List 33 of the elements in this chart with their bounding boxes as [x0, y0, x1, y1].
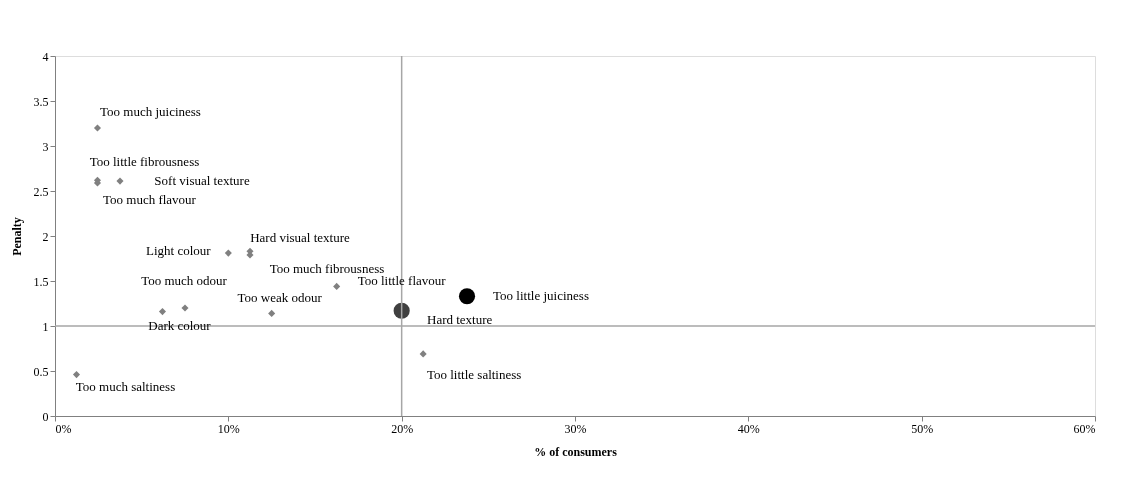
y-axis-title: Penalty	[9, 217, 24, 256]
y-tick-label: 1.5	[33, 274, 49, 289]
annotation: Too little fibrousness	[89, 154, 200, 170]
y-tick-label: 0.5	[33, 364, 49, 379]
annotation: Soft visual texture	[154, 173, 250, 189]
x-tick-label: 10%	[217, 421, 240, 436]
annotation: Dark colour	[148, 317, 212, 333]
y-tick-label: 2	[42, 229, 49, 244]
annotation: Hard texture	[426, 311, 493, 327]
y-tick-label: 0	[42, 409, 49, 424]
x-tick-label: 50%	[911, 421, 934, 436]
annotation: Hard visual texture	[250, 230, 351, 246]
annotation: Light colour	[146, 243, 212, 259]
x-tick-label: 60%	[1073, 421, 1096, 436]
x-tick-label: 20%	[391, 421, 414, 436]
x-tick-label: 30%	[564, 421, 587, 436]
y-tick-label: 2.5	[33, 184, 49, 199]
annotation: Too little saltiness	[426, 366, 522, 382]
y-tick-label: 1	[42, 319, 49, 334]
x-tick-label: 0%	[55, 421, 72, 436]
annotation: Too weak odour	[237, 290, 323, 306]
y-tick-label: 3	[42, 139, 49, 154]
annotation: Too little juiciness	[493, 288, 589, 304]
annotation: Too much odour	[141, 273, 228, 288]
y-tick-label: 4	[42, 49, 49, 64]
annotation: Too little flavour	[357, 273, 447, 289]
x-tick-label: 40%	[737, 421, 760, 436]
annotation: Too much saltiness	[75, 378, 176, 394]
y-tick-label: 3.5	[33, 94, 49, 109]
annotation: Too much flavour	[102, 191, 197, 207]
annotation: Too much juiciness	[100, 104, 201, 119]
x-axis-title: % of consumers	[534, 444, 618, 459]
annotation: Too much fibrousness	[269, 260, 385, 276]
